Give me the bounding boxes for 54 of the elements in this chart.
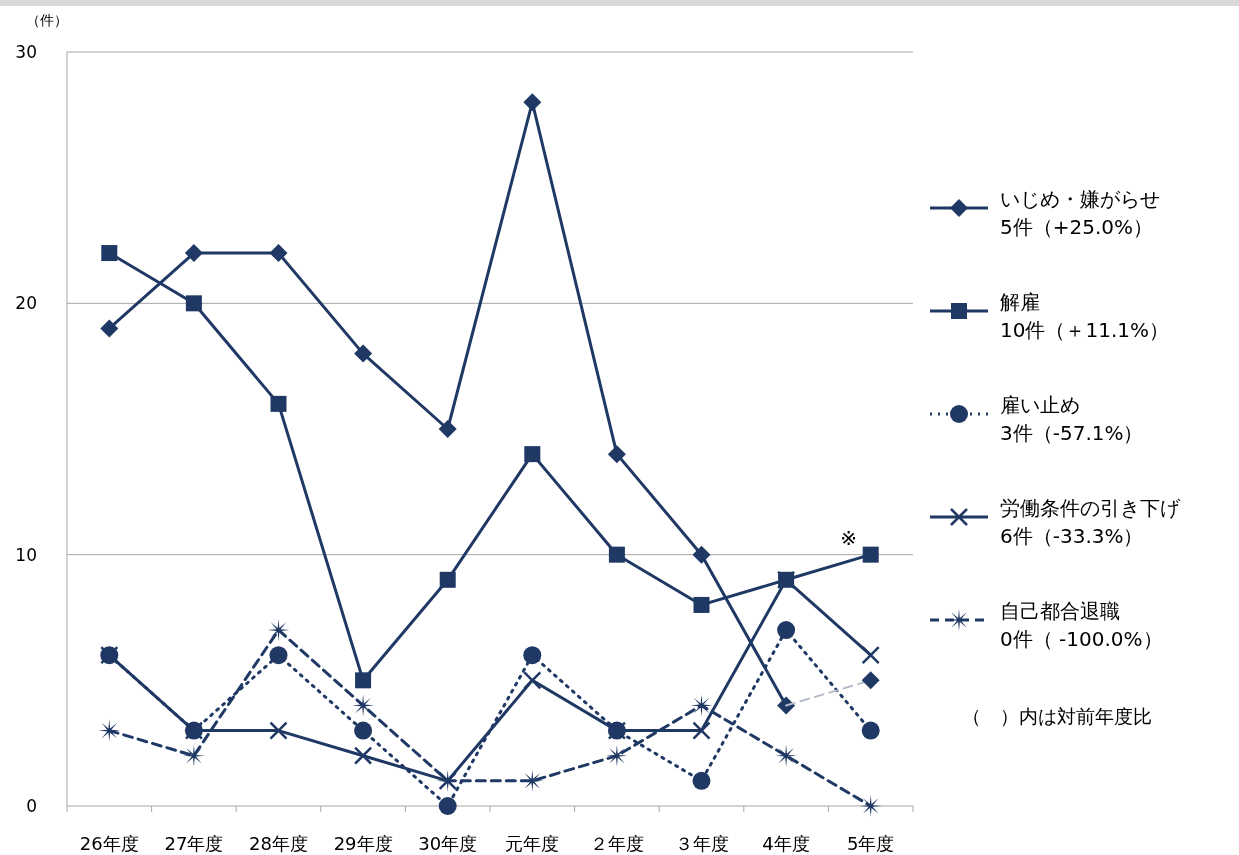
point — [523, 93, 542, 112]
point — [607, 445, 626, 464]
point — [523, 671, 542, 690]
point — [438, 797, 457, 815]
point — [524, 446, 541, 463]
x-tick-label: 26年度 — [79, 833, 139, 854]
legend-label: いじめ・嫌がらせ 5件（+25.0%） — [1000, 187, 1160, 239]
x-tick-label: 30年度 — [418, 833, 478, 854]
point — [269, 721, 288, 740]
x-tick-label: 28年度 — [249, 833, 308, 854]
legend-label: 雇い止め 3件（-57.1%） — [1000, 393, 1144, 445]
point — [777, 696, 796, 715]
x-tick-label: 5年度 — [846, 833, 895, 854]
point — [777, 621, 796, 640]
x-tick-label: 元年度 — [505, 833, 560, 854]
y-tick-label: 30 — [15, 42, 37, 62]
point — [269, 244, 288, 263]
legend-label: 自己都合退職 0件（ -100.0%） — [1000, 599, 1163, 651]
y-tick-label: 20 — [15, 293, 37, 314]
point — [101, 245, 118, 262]
text: （ ）内は対前年度比 — [962, 705, 1152, 727]
point — [184, 244, 203, 263]
point — [692, 771, 711, 790]
x-tick-label: ２年度 — [589, 833, 644, 854]
point — [353, 746, 373, 765]
point — [692, 721, 711, 740]
point — [354, 721, 373, 740]
x-tick-label: ３年度 — [674, 833, 729, 854]
point — [269, 646, 288, 665]
point — [523, 646, 542, 665]
point — [354, 344, 373, 363]
point — [270, 395, 287, 412]
y-tick-label: 0 — [26, 796, 37, 816]
annotation: ※ — [840, 525, 858, 550]
point — [693, 596, 710, 613]
x-tick-label: 4年度 — [762, 833, 810, 854]
legend-label: 解雇 10件（＋11.1%） — [1000, 290, 1169, 342]
point — [608, 546, 625, 563]
legend-label: 労働条件の引き下げ 6件（-33.3%） — [1000, 496, 1181, 548]
point — [438, 420, 457, 438]
point — [98, 719, 121, 742]
point — [439, 571, 456, 588]
point — [692, 545, 711, 564]
point — [861, 645, 880, 665]
point — [355, 672, 372, 689]
point — [862, 546, 879, 563]
y-tick-label: 10 — [15, 544, 37, 565]
y-axis-title: （件） — [26, 12, 68, 28]
x-tick-label: 27年度 — [164, 833, 224, 854]
point — [861, 721, 880, 740]
point — [100, 319, 119, 338]
point — [690, 694, 713, 717]
x-tick-label: 29年度 — [333, 833, 393, 854]
point — [185, 295, 202, 312]
